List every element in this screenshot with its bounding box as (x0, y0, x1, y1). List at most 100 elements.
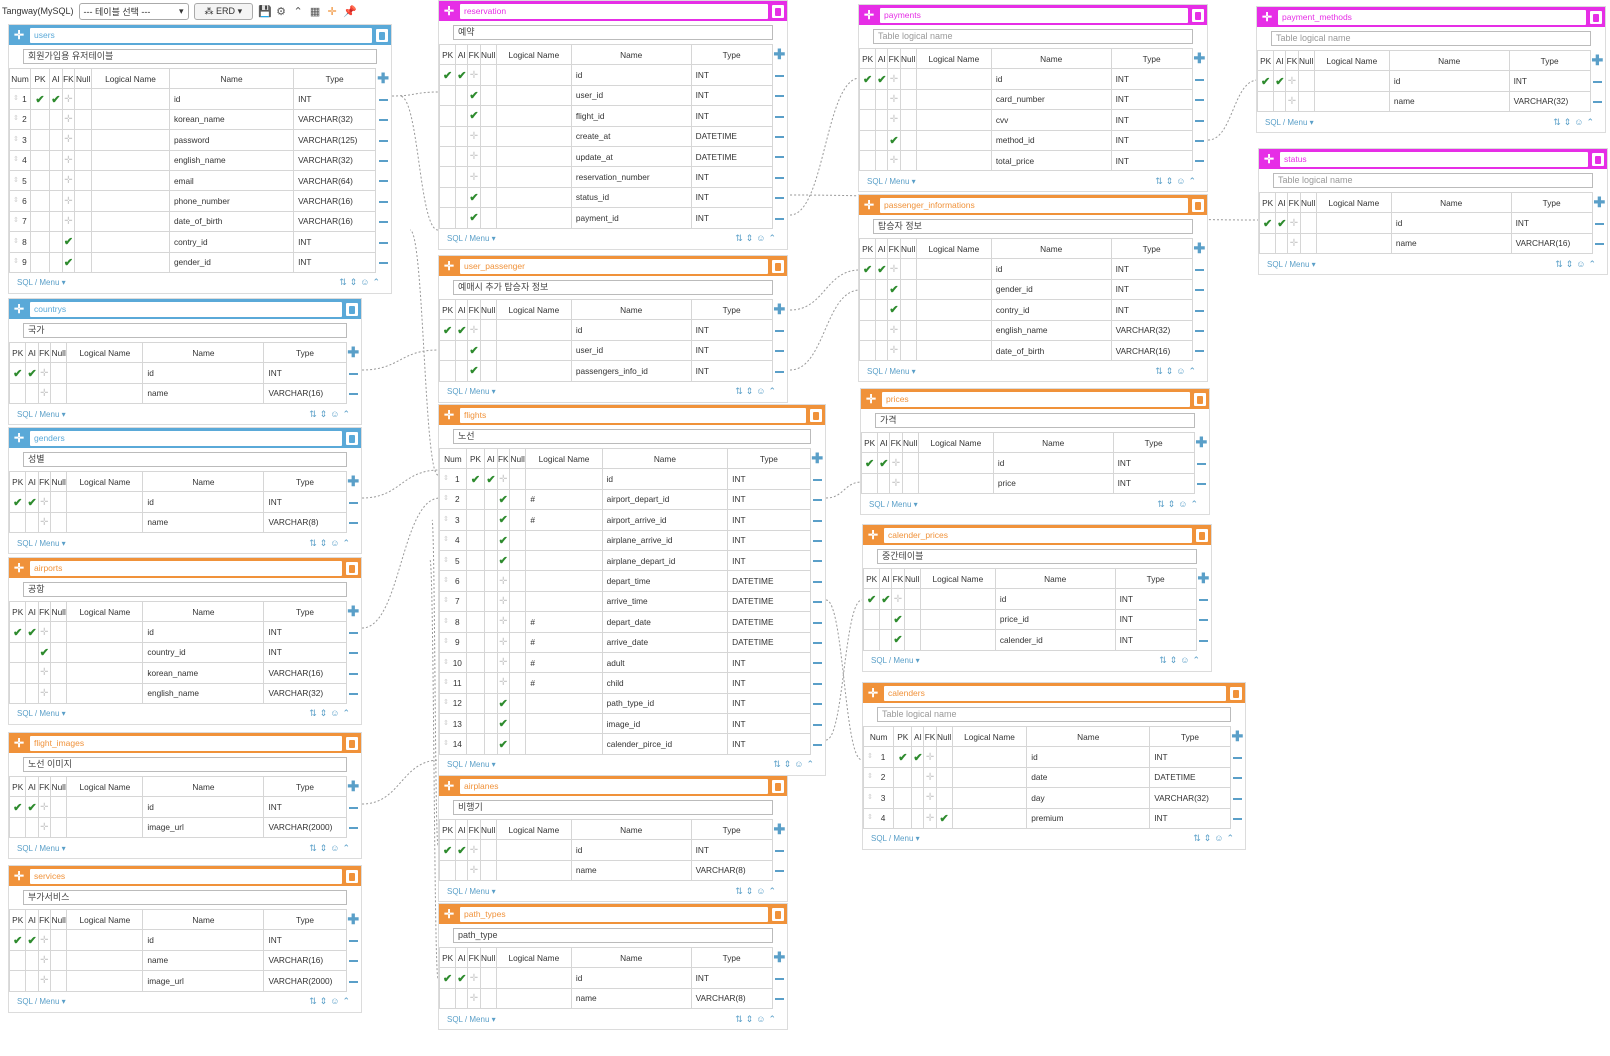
table-logical-name[interactable]: 부가서비스 (23, 890, 347, 905)
table-row[interactable]: ✔ ✔ ✛ id INT (8, 621, 361, 643)
remove-column-icon[interactable] (772, 340, 786, 360)
remove-column-icon[interactable] (1192, 89, 1206, 109)
null-cell[interactable] (479, 339, 497, 362)
column-name-cell[interactable]: payment_id (570, 207, 692, 229)
fk-cell[interactable]: ✛ (467, 319, 481, 341)
column-type-cell[interactable]: INT (1110, 299, 1193, 321)
fk-cell[interactable]: ✔ (887, 278, 901, 301)
table-row[interactable]: ✔ ✔ ✛ id INT (8, 929, 361, 951)
fk-cell[interactable]: ✛ (887, 339, 901, 362)
logical-name-cell[interactable] (915, 319, 992, 341)
add-column-icon[interactable]: ✚ (773, 949, 786, 966)
column-name-cell[interactable]: card_number (990, 88, 1112, 111)
fk-cell[interactable]: ✛ (889, 452, 903, 474)
remove-column-icon[interactable] (376, 130, 391, 150)
remove-column-icon[interactable] (376, 150, 391, 170)
logical-name-cell[interactable] (917, 452, 994, 474)
pk-cell[interactable]: ✔ (8, 796, 27, 818)
ai-cell[interactable] (25, 682, 39, 704)
footer-tools-icon[interactable]: ⇅⇕☺⌃ (1193, 833, 1237, 844)
remove-column-icon[interactable] (346, 971, 360, 991)
column-name-cell[interactable]: status_id (570, 186, 692, 209)
table-name[interactable]: user_passenger (460, 258, 768, 274)
logical-name-cell[interactable] (915, 68, 992, 90)
null-cell[interactable] (508, 631, 527, 653)
column-type-cell[interactable]: INT (293, 88, 377, 110)
ai-cell[interactable]: ✔ (455, 967, 469, 989)
null-cell[interactable] (508, 488, 527, 511)
table-header[interactable]: ✛ countrys (9, 299, 361, 319)
fk-cell[interactable]: ✔ (496, 549, 510, 572)
null-cell[interactable] (1297, 70, 1315, 92)
pk-cell[interactable]: ✔ (1256, 70, 1275, 92)
column-name-cell[interactable]: price_id (994, 608, 1116, 631)
footer-tools-icon[interactable]: ⇅⇕☺⌃ (735, 386, 779, 397)
table-row[interactable]: ⇕ 5 ✔ airplane_depart_id INT (439, 549, 825, 572)
pk-cell[interactable] (465, 549, 486, 572)
pk-cell[interactable] (465, 631, 486, 653)
column-name-cell[interactable]: airplane_arrive_id (601, 529, 729, 551)
pk-cell[interactable] (858, 88, 877, 111)
logical-name-cell[interactable] (915, 149, 992, 172)
column-type-cell[interactable]: INT (1149, 807, 1231, 829)
fk-cell[interactable]: ✛ (467, 859, 481, 882)
remove-column-icon[interactable] (376, 252, 391, 272)
ai-cell[interactable] (877, 472, 891, 495)
drag-handle-icon[interactable]: ⇕ (867, 793, 873, 801)
ai-cell[interactable]: ✔ (25, 362, 39, 384)
pk-cell[interactable] (438, 84, 457, 107)
ai-cell[interactable]: ✔ (455, 64, 469, 86)
remove-column-icon[interactable] (772, 187, 786, 207)
column-name-cell[interactable]: id (990, 258, 1112, 280)
null-cell[interactable] (935, 746, 953, 768)
column-name-cell[interactable]: premium (1026, 807, 1151, 829)
column-type-cell[interactable]: INT (690, 84, 773, 107)
table-logical-name[interactable]: 성별 (23, 452, 347, 467)
pk-cell[interactable] (465, 713, 486, 735)
logical-name-cell[interactable] (91, 169, 170, 192)
table-row[interactable]: ✔ ✔ ✛ id INT (1258, 212, 1607, 234)
pk-cell[interactable] (465, 590, 486, 613)
table-row[interactable]: ⇕ 14 ✔ calender_pirce_id INT (439, 733, 825, 755)
remove-column-icon[interactable] (810, 550, 824, 570)
null-cell[interactable] (479, 859, 497, 882)
remove-column-icon[interactable] (1192, 150, 1206, 170)
table-name[interactable]: flight_images (30, 735, 342, 751)
remove-column-icon[interactable] (772, 85, 786, 105)
column-type-cell[interactable]: DATETIME (727, 570, 811, 592)
null-cell[interactable] (50, 382, 68, 405)
table-row[interactable]: ✔ user_id INT (438, 84, 787, 107)
ai-cell[interactable] (484, 509, 498, 531)
remove-column-icon[interactable] (346, 683, 360, 703)
column-name-cell[interactable]: flight_id (570, 105, 692, 127)
remove-column-icon[interactable] (1192, 69, 1206, 89)
column-name-cell[interactable]: id (1390, 212, 1512, 234)
ai-cell[interactable] (1273, 90, 1287, 113)
add-column-icon[interactable]: ✚ (347, 344, 360, 361)
ai-cell[interactable] (879, 629, 893, 651)
ai-cell[interactable] (25, 662, 39, 684)
column-name-cell[interactable]: name (142, 382, 265, 405)
null-cell[interactable] (74, 129, 93, 151)
null-cell[interactable] (74, 231, 93, 253)
sql-menu-button[interactable]: SQL / Menu ▾ (17, 709, 66, 718)
logical-name-cell[interactable] (1313, 90, 1390, 113)
null-cell[interactable] (50, 949, 68, 972)
ai-cell[interactable] (455, 166, 469, 188)
column-name-cell[interactable]: gender_id (990, 278, 1112, 301)
ai-cell[interactable] (25, 641, 39, 664)
null-cell[interactable] (899, 129, 917, 151)
table-row[interactable]: ✔ price_id INT (862, 608, 1211, 631)
pk-cell[interactable]: ✔ (8, 491, 27, 513)
remove-column-icon[interactable] (772, 860, 786, 880)
table-logical-name[interactable]: path_type (453, 928, 773, 943)
fk-cell[interactable]: ✛ (467, 839, 481, 861)
fk-cell[interactable]: ✛ (61, 169, 76, 192)
drag-handle-icon[interactable]: ⇕ (443, 577, 449, 585)
pk-cell[interactable] (438, 360, 457, 382)
logical-name-cell[interactable] (91, 88, 170, 110)
trash-icon[interactable] (1192, 198, 1204, 212)
pk-cell[interactable]: ✔ (860, 452, 879, 474)
table-prices[interactable]: ✛ prices 가격 PK AI FK Null Logical Name Name Type ✚… (860, 388, 1210, 516)
logical-name-cell[interactable] (495, 145, 572, 168)
